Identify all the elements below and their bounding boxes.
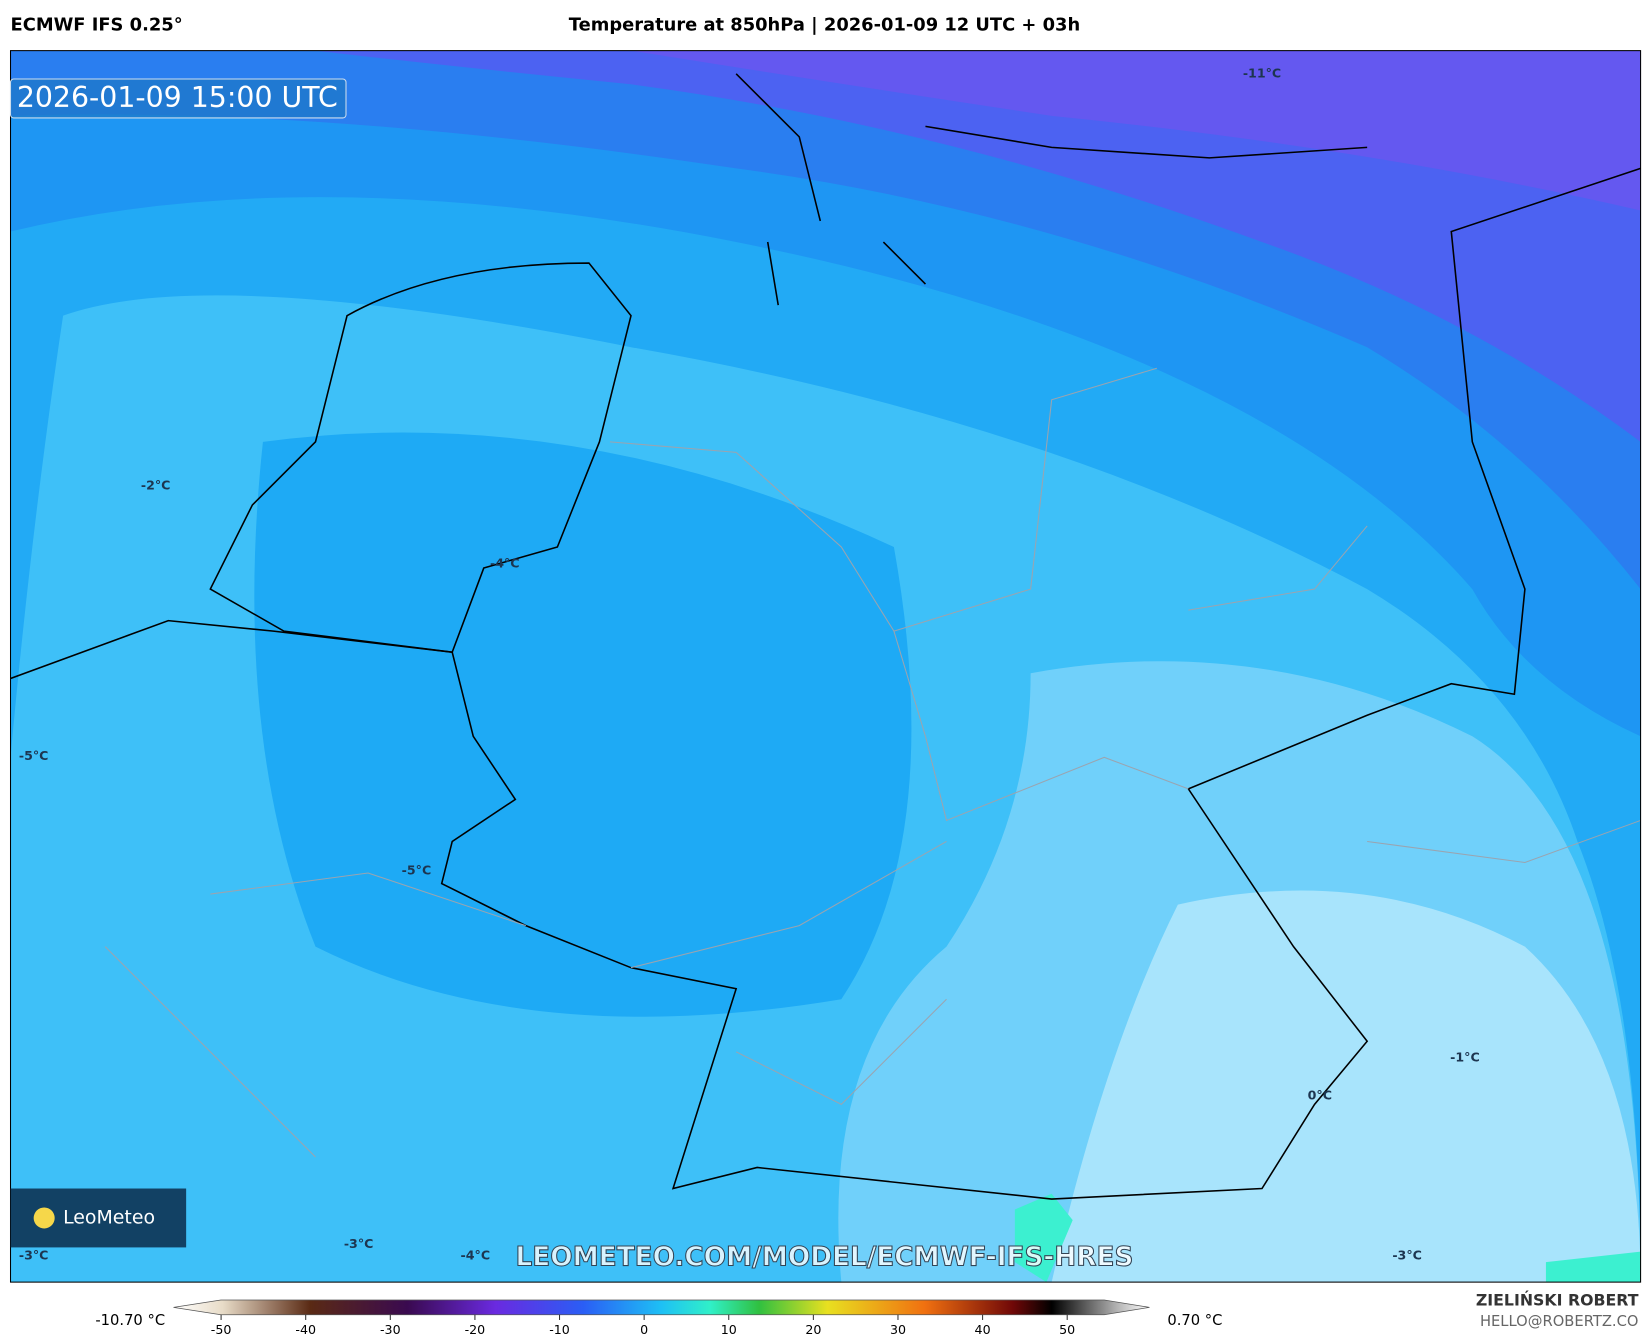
colorbar-min: -10.70 °C: [95, 1312, 165, 1329]
contour-label: -3°C: [1392, 1247, 1422, 1262]
colorbar-tick-label: 50: [1059, 1322, 1075, 1337]
contour-label: -4°C: [461, 1247, 491, 1262]
time-box: [9, 78, 347, 119]
colorbar-tick-label: -40: [295, 1322, 316, 1337]
contour-label: -5°C: [402, 862, 432, 877]
colorbar-tick-label: -20: [465, 1322, 486, 1337]
colorbar-tick-label: -10: [549, 1322, 570, 1337]
map: [10, 50, 1641, 1283]
colorbar-tick-label: 30: [890, 1322, 906, 1337]
colorbar-max: 0.70 °C: [1167, 1312, 1222, 1329]
logo: LeoMeteo: [63, 1206, 155, 1228]
title: Temperature at 850hPa | 2026-01-09 12 UT…: [569, 14, 1080, 35]
colorbar-tick-label: 40: [975, 1322, 991, 1337]
colorbar-tick-label: 10: [721, 1322, 737, 1337]
email: HELLO@ROBERTZ.CO: [1480, 1313, 1639, 1330]
watermark: LEOMETEO.COM/MODEL/ECMWF-IFS-HRES: [516, 1242, 1134, 1272]
colorbar-tick-label: -30: [380, 1322, 401, 1337]
author: ZIELIŃSKI ROBERT: [1476, 1291, 1639, 1310]
map-frame: [9, 50, 1642, 1283]
colorbar-tick-label: 0: [640, 1322, 648, 1337]
colorbar-tick-label: 20: [805, 1322, 821, 1337]
contour-label: -1°C: [1450, 1050, 1480, 1065]
colorbar-tick-label: -50: [211, 1322, 232, 1337]
valid-time: 2026-01-09 15:00 UTC: [17, 81, 338, 114]
contour-label: -2°C: [141, 478, 171, 493]
contour-label: -3°C: [344, 1236, 374, 1251]
colorbar: [173, 1299, 1150, 1316]
contour-label: -11°C: [1243, 65, 1281, 80]
contour-label: -4°C: [490, 555, 520, 570]
model-name: ECMWF IFS 0.25°: [11, 14, 183, 35]
contour-label: -5°C: [19, 748, 49, 763]
contour-label: 0°C: [1308, 1087, 1332, 1102]
contour-label: -3°C: [19, 1247, 49, 1262]
logo-sun: [33, 1207, 55, 1229]
